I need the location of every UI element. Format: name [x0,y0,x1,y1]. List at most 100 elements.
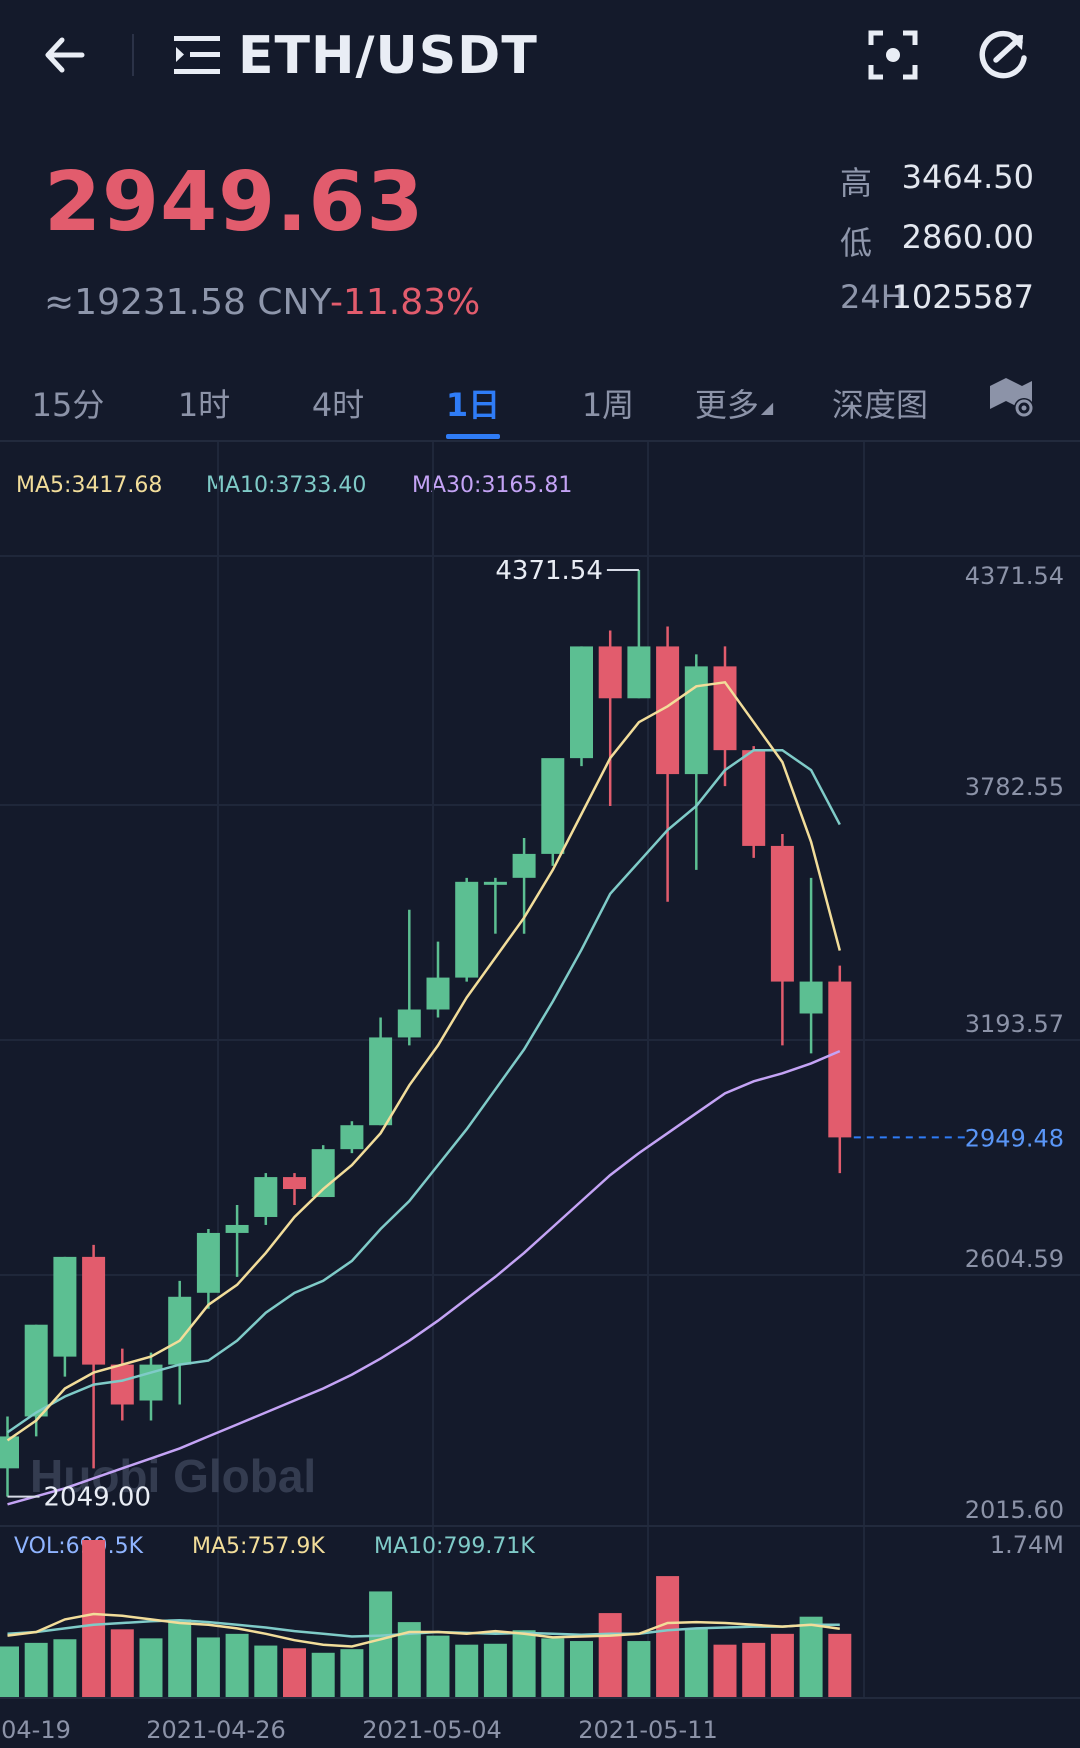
last-price: 2949.63 [44,155,425,250]
tab-more-label: 更多 [694,386,759,424]
tab-15min[interactable]: 15分 [31,386,105,424]
candle-body [24,1324,48,1417]
y-axis-label: 3782.55 [965,773,1064,801]
volume-bar [110,1629,134,1697]
volume-bar [799,1616,823,1697]
volume-bar [426,1635,450,1697]
ma5-legend: MA5:3417.68 [16,473,163,498]
candle-body [53,1256,77,1357]
menu-icon[interactable] [174,34,220,76]
candle-body [196,1232,220,1293]
volume-bar [770,1633,794,1697]
candle-body [541,758,565,854]
pair-title[interactable]: ETH/USDT [238,26,538,86]
tab-4h[interactable]: 4时 [311,386,365,424]
volume-legend: VOL:699.5K [14,1534,144,1559]
tab-1h[interactable]: 1时 [177,386,231,424]
candle-body [512,853,536,878]
candle-body [627,646,651,699]
x-axis-label: 04-19 [1,1716,71,1744]
candle-body [397,1009,421,1038]
ma5-line [6,680,842,1442]
volume-ma5-line [7,1612,840,1648]
volume-bar [598,1613,622,1697]
last-price-label: 2949.48 [965,1124,1064,1152]
volume-bar [139,1638,163,1697]
volume-bar [828,1633,852,1697]
volume-bar [340,1649,364,1697]
kline-chart-area[interactable]: 4371.54 3782.55 3193.57 2604.59 2015.60 Huobi… [0,442,1080,1748]
candle-body [713,666,737,751]
candle-body [369,1037,393,1126]
top-bar: ETH/USDT [0,0,1080,110]
volume-bar [742,1642,766,1697]
x-axis-label: 2021-05-04 [362,1716,501,1744]
high-value: 3464.50 [901,158,1034,196]
focus-scan-icon[interactable] [868,30,918,80]
tab-1d[interactable]: 1日 [445,386,501,424]
chart-settings-icon[interactable] [988,374,1038,420]
back-arrow-icon[interactable] [40,30,90,80]
volume-bar [225,1633,249,1697]
candle-body [684,666,708,775]
candle-body [483,881,507,885]
volume-24h-label: 24H [840,278,905,316]
max-price-label: 4371.54 [495,556,603,586]
y-axis-label: 2015.60 [965,1496,1064,1524]
candle-body [82,1256,106,1365]
refresh-icon[interactable] [976,28,1030,82]
volume-bar [196,1637,220,1697]
volume-bar [512,1630,536,1697]
volume-bar [168,1619,192,1697]
candle-body [799,981,823,1014]
volume-bar [455,1644,479,1697]
tab-more[interactable]: 更多 ◢ [695,380,773,426]
candle-body [598,646,622,699]
change-percent: -11.83% [330,282,481,323]
header-divider [132,34,134,76]
volume-bar [483,1643,507,1697]
volume-bar [627,1641,651,1697]
tabs-divider [0,440,1080,442]
volume-bar [684,1628,708,1697]
min-price-label: 2049.00 [44,1483,152,1513]
y-axis-label: 2604.59 [965,1245,1064,1273]
candle-body [426,977,450,1010]
volume-bar [397,1622,421,1697]
volume-bar [541,1638,565,1697]
candle-body [770,845,794,982]
candle-body [656,646,680,775]
volume-bar [656,1576,680,1697]
volume-bar [254,1645,278,1697]
candle-body [742,750,766,846]
volume-ma5-legend: MA5:757.9K [192,1534,325,1559]
ma30-legend: MA30:3165.81 [412,473,573,498]
volume-bar [53,1639,77,1697]
x-axis-label: 2021-05-11 [578,1716,717,1744]
ma30-line [7,1049,841,1506]
candle-body [455,881,479,978]
high-label: 高 [840,164,873,202]
volume-bar [713,1644,737,1697]
kline-chart: 4371.54 3782.55 3193.57 2604.59 2015.60 Huobi… [0,442,1080,1744]
candle-body [283,1177,306,1190]
volume-bar [570,1641,593,1697]
ma10-line [6,748,841,1434]
tab-1w[interactable]: 1周 [581,386,635,424]
tab-depth-chart[interactable]: 深度图 [831,386,929,424]
x-axis-label: 2021-04-26 [146,1716,285,1744]
volume-ma10-legend: MA10:799.71K [374,1534,535,1559]
candle-body [254,1177,278,1217]
candle-body [0,1436,19,1469]
volume-max-label: 1.74M [990,1531,1064,1559]
volume-bar [24,1642,48,1697]
candle-body [828,981,852,1138]
watermark-text: Huobi Global [30,1450,316,1502]
volume-bar [311,1652,335,1697]
y-axis-label: 3193.57 [965,1010,1064,1038]
cny-price: ≈19231.58 CNY [44,282,332,323]
candle-body [570,646,593,759]
low-label: 低 [840,224,873,262]
ma10-legend: MA10:3733.40 [206,473,367,498]
candle-body [168,1296,192,1365]
